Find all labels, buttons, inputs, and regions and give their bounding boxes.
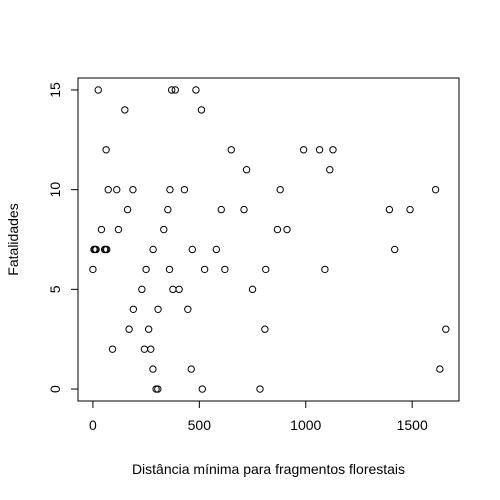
data-point: [200, 265, 209, 274]
data-point: [299, 146, 308, 154]
data-point: [104, 185, 112, 194]
data-point: [436, 365, 444, 373]
data-point: [212, 245, 221, 254]
data-point: [198, 385, 207, 393]
data-point: [184, 305, 192, 313]
data-point: [166, 185, 174, 194]
data-point: [385, 205, 394, 214]
data-point: [138, 285, 146, 294]
y-tick-label: 15: [47, 82, 63, 98]
data-point: [129, 185, 137, 194]
y-tick-label: 10: [47, 182, 63, 198]
data-point: [92, 245, 100, 254]
data-point: [326, 166, 334, 174]
data-point: [108, 345, 117, 353]
data-point: [283, 225, 291, 234]
data-point: [129, 305, 138, 313]
data-point: [406, 205, 414, 214]
data-point: [160, 225, 168, 234]
data-point: [165, 265, 174, 274]
data-point: [248, 285, 257, 294]
x-axis-title: Distância mínima para fragmentos florest…: [132, 461, 405, 477]
data-point: [197, 106, 206, 114]
data-point: [113, 185, 121, 194]
data-point: [123, 205, 132, 214]
data-point: [154, 305, 162, 313]
data-point: [149, 365, 157, 373]
data-point: [187, 365, 195, 373]
data-point: [94, 86, 102, 94]
x-tick-label: 0: [89, 417, 97, 433]
data-point: [273, 225, 282, 234]
data-point: [315, 146, 324, 154]
data-point: [240, 205, 248, 214]
data-point: [262, 265, 270, 274]
data-point: [256, 385, 264, 393]
data-point: [321, 265, 329, 274]
x-tick-label: 1500: [397, 417, 428, 433]
data-point: [149, 245, 157, 254]
data-point: [442, 325, 450, 333]
data-point: [192, 86, 200, 94]
data-point: [188, 245, 197, 254]
data-point: [154, 385, 162, 393]
data-point: [180, 185, 189, 194]
data-point: [142, 265, 150, 274]
data-points: [89, 86, 450, 393]
data-point: [391, 245, 399, 254]
data-point: [175, 285, 183, 294]
data-point: [221, 265, 229, 274]
data-point: [227, 146, 235, 154]
data-point: [89, 265, 97, 274]
data-point: [167, 86, 176, 94]
data-point: [103, 245, 111, 254]
y-tick-label: 0: [47, 385, 63, 393]
data-point: [125, 325, 133, 333]
data-point: [261, 325, 269, 333]
x-axis: 0 500 1000 1500: [89, 400, 428, 433]
data-point: [329, 146, 337, 154]
data-point: [242, 166, 251, 174]
data-point: [164, 205, 172, 214]
data-point: [144, 325, 153, 333]
data-point: [102, 146, 110, 154]
x-tick-label: 500: [188, 417, 212, 433]
data-point: [121, 106, 129, 114]
y-axis-title: Fatalidades: [5, 203, 21, 275]
y-tick-label: 5: [47, 285, 63, 293]
y-axis: 0 5 10 15: [47, 82, 79, 393]
x-tick-label: 1000: [290, 417, 321, 433]
data-point: [171, 86, 179, 94]
data-point: [147, 345, 155, 353]
data-point: [97, 225, 106, 234]
data-point: [114, 225, 123, 234]
data-point: [431, 185, 440, 194]
data-point: [217, 205, 225, 214]
data-point: [276, 185, 284, 194]
